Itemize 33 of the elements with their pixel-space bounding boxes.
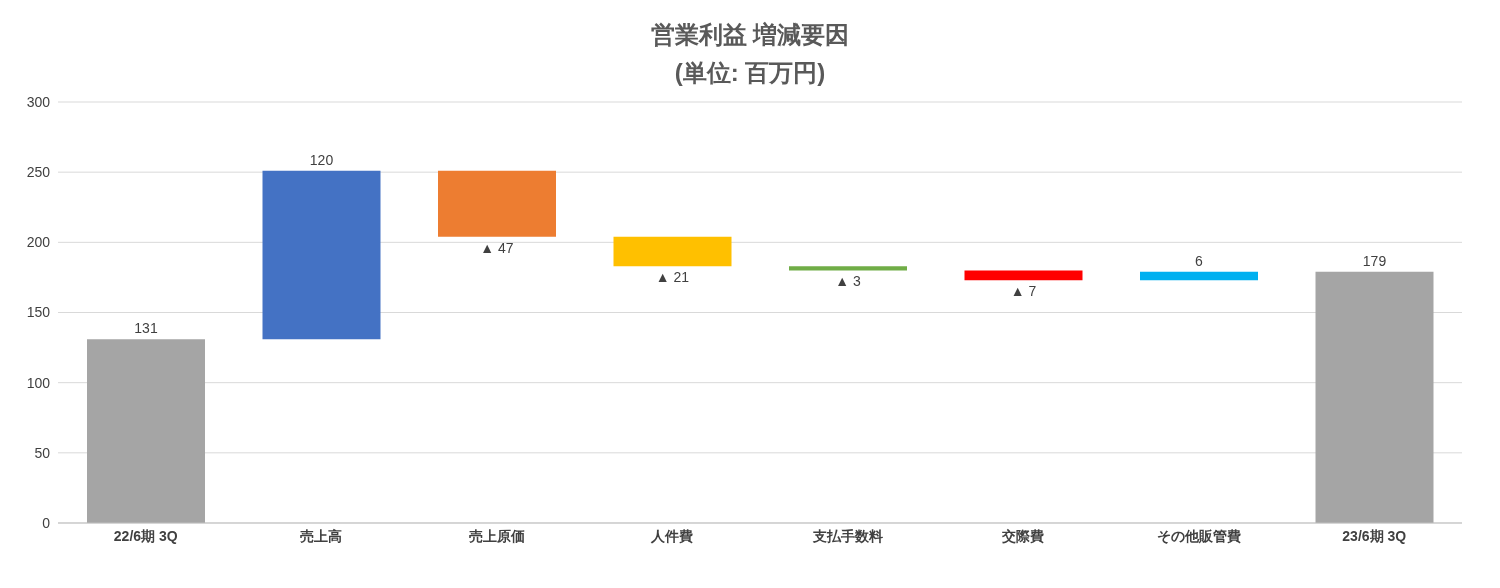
y-tick-label: 300	[26, 93, 51, 110]
chart-subtitle: (単位: 百万円)	[673, 58, 827, 88]
x-tick-label: 売上原価	[468, 527, 525, 544]
y-tick-label: 150	[26, 304, 51, 321]
y-tick-label: 0	[42, 514, 51, 531]
y-tick-label: 250	[26, 164, 51, 181]
data-label: 131	[134, 320, 158, 337]
bar	[1140, 271, 1258, 281]
data-label: ▲ 47	[480, 239, 514, 256]
x-tick-label: 22/6期 3Q	[113, 527, 178, 544]
y-tick-label: 50	[34, 444, 51, 461]
bar	[964, 270, 1083, 281]
data-label: ▲ 3	[835, 273, 861, 290]
y-tick-label: 100	[26, 374, 51, 391]
bar	[438, 170, 556, 237]
x-tick-label: 人件費	[650, 527, 694, 544]
x-tick-label: 支払手数料	[811, 527, 883, 544]
x-tick-label: 23/6期 3Q	[1342, 527, 1407, 544]
data-label: 120	[309, 151, 334, 168]
x-tick-label: 売上高	[300, 527, 343, 544]
y-tick-label: 200	[26, 234, 51, 251]
bar	[789, 266, 907, 271]
x-tick-label: その他販管費	[1156, 527, 1241, 544]
bar	[87, 339, 205, 523]
chart-title: 営業利益 増減要因	[649, 20, 851, 50]
data-label: 6	[1195, 252, 1204, 269]
data-label: 179	[1362, 252, 1387, 269]
data-label: ▲ 7	[1010, 283, 1037, 300]
bar	[1315, 271, 1434, 523]
bar	[613, 236, 732, 267]
bar	[262, 170, 381, 340]
data-label: ▲ 21	[655, 269, 690, 286]
x-tick-label: 交際費	[1001, 527, 1045, 544]
